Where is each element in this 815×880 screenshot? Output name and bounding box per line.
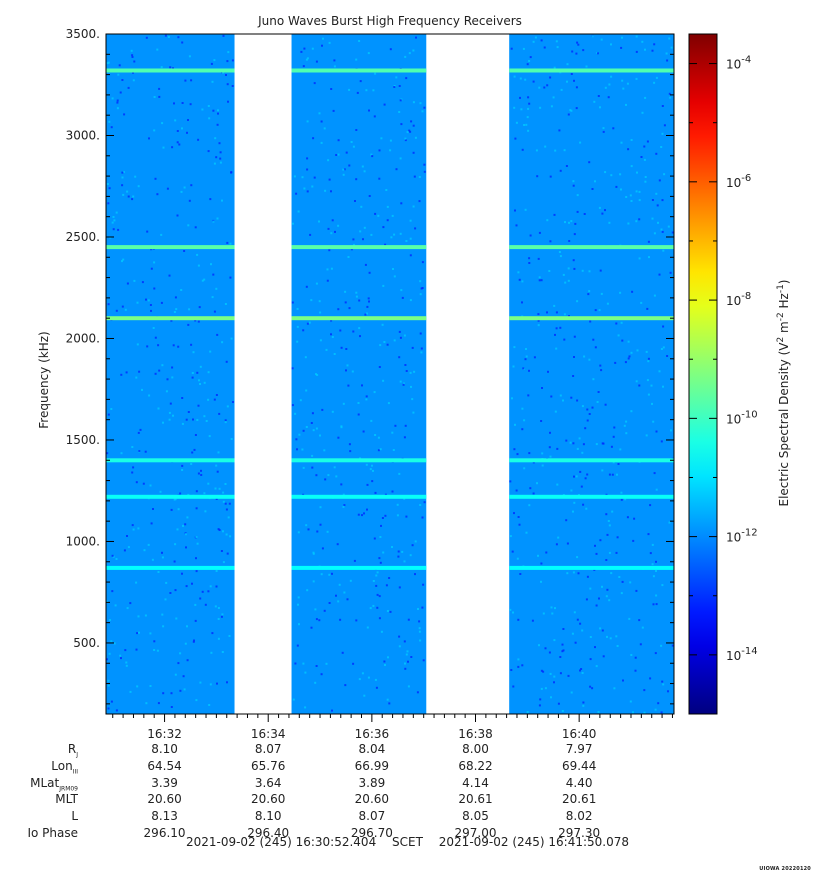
ephemeris-row-label: MLT [55,792,78,807]
colorbar-tick-label: 10-8 [726,291,751,308]
chart-title: Juno Waves Burst High Frequency Receiver… [257,14,522,28]
y-tick-label: 3000. [66,128,100,142]
colorbar: 10-4 10-6 10-8 10-10 10-12 10-14 [688,33,758,715]
ephemeris-value: 8.04 [358,742,386,756]
y-tick-label: 500. [73,636,100,650]
colorbar-tick-label: 10-6 [726,173,751,190]
emission-line [509,68,674,73]
y-tick-label: 2500. [66,230,100,244]
x-tick-label: 16:38 [458,727,493,741]
ephemeris-value: 69.44 [561,758,597,773]
noise-texture [509,34,674,714]
emission-line [106,68,235,73]
emission-line [106,494,235,499]
emission-line [106,458,235,463]
spectrogram-segment [106,34,235,714]
ephemeris-value: 8.10 [151,742,178,756]
ephemeris-value: 296.40 [247,826,290,840]
axes: 3500. 3000. 2500. 2000. 1500. 1000. 500. 16:32 1… [66,27,675,741]
y-tick-label: 3500. [66,27,100,41]
ephemeris-value: 297.30 [558,826,601,840]
y-tick-label: 1500. [66,433,100,447]
ephemeris-value: 66.99 [354,758,390,773]
ephemeris-value: 64.54 [147,758,182,773]
y-axis-label: Frequency (kHz) [37,331,51,428]
x-tick-label: 16:40 [562,727,597,741]
y-tick-label: 2000. [66,331,100,345]
start-time: 2021-09-02 (245) 16:30:52.404 [185,835,377,849]
noise-texture [106,34,234,712]
ephemeris-value: 8.13 [151,809,178,824]
emission-line [509,245,674,250]
colorbar-tick-label: 10-4 [726,55,751,72]
spectrogram-segment [509,34,674,714]
end-time: 2021-09-02 (245) 16:41:50.078 [438,835,630,849]
emission-line [291,494,427,499]
time-system: SCET [392,835,423,849]
emission-line [291,458,427,463]
spectrogram-segment [291,34,427,714]
plot-area [106,34,674,714]
emission-line [509,316,674,321]
colorbar-tick-label: 10-12 [726,528,758,545]
colorbar-label: Electric Spectral Density (V2 m-2 Hz-1) [776,279,791,506]
emission-line [106,316,235,321]
ephemeris-value: 3.64 [254,775,282,790]
ephemeris-value: 20.60 [354,792,390,807]
x-tick-label: 16:36 [355,727,390,741]
ephemeris-row-label: L [71,809,78,824]
ephemeris-value: 20.61 [458,792,493,807]
ephemeris-value: 4.40 [565,775,593,790]
emission-line [106,565,235,570]
ephemeris-row-label: Io Phase [27,826,78,840]
emission-line [509,494,674,499]
ephemeris-value: 296.70 [350,826,393,840]
emission-line [509,458,674,463]
ephemeris-value: 8.00 [462,742,489,756]
ephemeris-value: 3.89 [358,775,386,790]
provenance-stamp: UIOWA 20220120 [759,866,811,872]
ephemeris-value: 68.22 [458,758,493,773]
ephemeris-value: 3.39 [151,775,178,790]
emission-line [509,565,674,570]
ephemeris-row-label: LonIII [51,758,78,776]
ephemeris-value: 296.10 [143,826,186,840]
emission-line [291,68,427,73]
ephemeris-value: 20.61 [561,792,597,807]
ephemeris-row-label: RJ [67,742,78,759]
emission-line [106,245,235,250]
x-tick-label: 16:32 [147,727,182,741]
ephemeris-row-label: MLatJRM09 [30,775,78,792]
ephemeris-value: 20.60 [251,792,286,807]
plot-frame [105,33,675,715]
emission-line [291,565,427,570]
colorbar-gradient [688,33,718,715]
ephemeris-value: 8.02 [565,809,593,824]
ephemeris-value: 8.05 [462,809,489,824]
ephemeris-value: 8.07 [358,809,386,824]
emission-line [291,316,427,321]
ephemeris-value: 297.00 [454,826,497,840]
x-tick-label: 16:34 [251,727,286,741]
ephemeris-value: 4.14 [462,775,489,790]
emission-line [291,245,427,250]
time-range-footer: 2021-09-02 (245) 16:30:52.404 SCET 2021-… [0,835,815,849]
ephemeris-value: 65.76 [251,758,286,773]
y-tick-label: 1000. [66,534,100,548]
ephemeris-value: 8.07 [254,742,282,756]
colorbar-tick-label: 10-10 [726,409,758,426]
ephemeris-value: 7.97 [565,742,593,756]
ephemeris-value: 20.60 [147,792,182,807]
colorbar-tick-label: 10-14 [726,646,758,663]
ephemeris-value: 8.10 [254,809,282,824]
